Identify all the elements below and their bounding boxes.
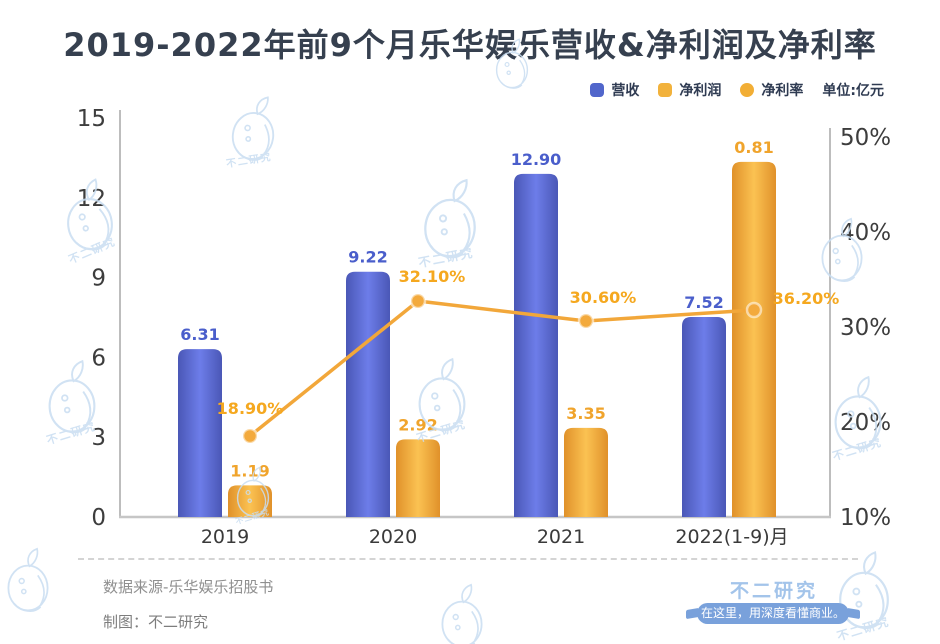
revenue-bar-2020 (346, 271, 390, 517)
margin-value-2022(1-9)月: 36.20% (773, 289, 840, 308)
profit-bar-2020 (396, 439, 440, 517)
profit-swatch-icon (658, 83, 673, 97)
chart-credit-note: 制图：不二研究 (103, 613, 209, 631)
profit-bar-2019 (228, 485, 272, 517)
page-title: 2019-2022年前9个月乐华娱乐营收&净利润及净利率 (63, 26, 877, 64)
revenue-value-2020: 9.22 (348, 248, 387, 267)
revenue-bar-2019 (178, 349, 222, 517)
margin-point-2021 (577, 312, 595, 330)
margin-point-2022(1-9)月 (745, 301, 763, 319)
left-axis-tick-0: 0 (91, 505, 106, 531)
margin-dot-icon (740, 83, 755, 97)
x-axis-label-2019: 2019 (201, 526, 249, 548)
unit-label: 单位:亿元 (822, 83, 884, 99)
right-axis-tick-20: 20% (840, 410, 891, 436)
revenue-value-2021: 12.90 (511, 150, 562, 169)
left-axis-tick-12: 12 (77, 186, 106, 212)
brand-tagline-badge: 在这里，用深度看懂商业。 (697, 603, 849, 624)
profit-bar-2021 (564, 427, 608, 517)
left-axis-tick-9: 9 (91, 266, 106, 292)
legend-item-margin: 净利率 (740, 80, 803, 100)
revenue-bar-2021 (514, 173, 558, 518)
data-source-note: 数据来源-乐华娱乐招股书 (103, 578, 274, 596)
right-axis-tick-40: 40% (840, 220, 891, 246)
margin-value-2019: 18.90% (217, 399, 284, 418)
profit-value-2019: 1.19 (230, 461, 269, 480)
legend-item-revenue: 营收 (590, 80, 639, 100)
legend: 营收 净利润 净利率 单位:亿元 (590, 80, 884, 100)
left-axis-tick-3: 3 (91, 425, 106, 451)
left-axis-tick-15: 15 (77, 106, 106, 132)
x-axis-label-2021: 2021 (537, 526, 585, 548)
profit-bar-2022(1-9)月 (732, 161, 776, 517)
profit-value-2021: 3.35 (566, 404, 605, 423)
legend-label-revenue: 营收 (611, 83, 640, 99)
legend-label-margin: 净利率 (761, 83, 804, 99)
legend-label-profit: 净利润 (679, 83, 722, 99)
revenue-value-2022(1-9)月: 7.52 (684, 293, 723, 312)
margin-point-2019 (241, 427, 259, 445)
profit-value-2022(1-9)月: 0.81 (734, 138, 773, 157)
margin-value-2020: 32.10% (399, 267, 466, 286)
revenue-bar-2022(1-9)月 (682, 316, 726, 517)
margin-value-2021: 30.60% (570, 288, 637, 307)
footer-divider (78, 558, 858, 560)
revenue-value-2019: 6.31 (180, 325, 219, 344)
right-axis-tick-50: 50% (840, 125, 891, 151)
right-axis-tick-10: 10% (840, 505, 891, 531)
right-axis-tick-30: 30% (840, 315, 891, 341)
profit-value-2020: 2.92 (398, 415, 437, 434)
legend-item-profit: 净利润 (658, 80, 721, 100)
revenue-swatch-icon (590, 83, 605, 97)
brand-logo-text: 不二研究 (729, 580, 818, 602)
x-axis-label-2020: 2020 (369, 526, 417, 548)
left-axis-tick-6: 6 (91, 345, 106, 371)
x-axis-label-2022(1-9)月: 2022(1-9)月 (675, 526, 788, 548)
margin-point-2020 (409, 292, 427, 310)
margin-line (248, 299, 755, 438)
